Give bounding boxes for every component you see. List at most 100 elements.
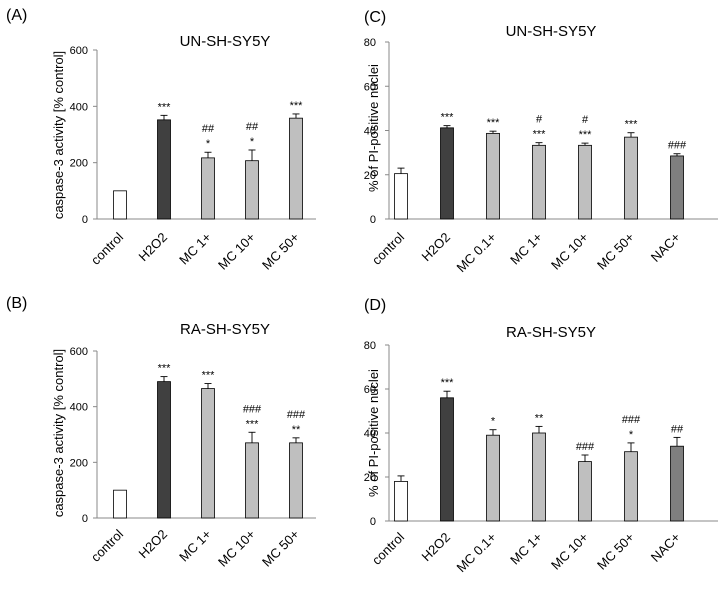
- bar-mc-0-1-: [486, 434, 500, 522]
- y-tick-label: 40: [364, 126, 376, 138]
- y-tick-label: 400: [70, 101, 88, 113]
- bar-mc-1-: [532, 144, 546, 220]
- category-label: MC 0.1+: [454, 530, 500, 576]
- category-label: MC 1+: [176, 527, 214, 565]
- bar-mc-10-: [245, 160, 259, 220]
- category-label: control: [369, 529, 407, 567]
- chart-title: RA-SH-SY5Y: [506, 324, 596, 341]
- category-label: MC 10+: [215, 230, 258, 273]
- category-label: control: [369, 229, 407, 267]
- category-label: MC 50+: [594, 530, 637, 573]
- bar-mc-0-1-: [486, 132, 500, 220]
- y-tick-label: 600: [70, 346, 88, 358]
- y-tick-label: 60: [364, 384, 376, 396]
- category-label: NAC+: [648, 530, 683, 565]
- bar-mc-50-: [624, 451, 638, 522]
- category-label: H2O2: [418, 530, 453, 565]
- y-tick-label: 0: [82, 214, 88, 226]
- y-tick-label: 40: [364, 428, 376, 440]
- category-label: MC 50+: [594, 230, 637, 273]
- bar-mc-1-: [532, 432, 546, 522]
- significance-mark: *: [206, 138, 211, 150]
- significance-mark: *: [491, 416, 496, 428]
- y-tick-label: 200: [70, 457, 88, 469]
- category-label: MC 10+: [215, 527, 258, 570]
- significance-mark: #: [582, 114, 589, 126]
- category-label: H2O2: [135, 527, 170, 562]
- significance-mark: ***: [625, 119, 639, 131]
- significance-mark: ***: [579, 129, 593, 141]
- bar-mc-1-: [201, 388, 215, 519]
- significance-mark: *: [250, 136, 255, 148]
- category-label: MC 10+: [548, 530, 591, 573]
- bar-control: [113, 190, 127, 220]
- significance-mark: ***: [441, 112, 455, 124]
- significance-mark: ***: [246, 418, 260, 430]
- significance-mark: ***: [441, 377, 455, 389]
- panel-label: (C): [364, 9, 386, 26]
- y-tick-label: 0: [370, 516, 376, 528]
- bar-nac-: [670, 445, 684, 522]
- y-tick-label: 400: [70, 402, 88, 414]
- y-tick-label: 0: [82, 513, 88, 525]
- category-label: MC 1+: [176, 230, 214, 268]
- y-tick-label: 80: [364, 340, 376, 352]
- chart-title: RA-SH-SY5Y: [180, 321, 270, 338]
- chart-panel-1: (A) UN-SH-SY5Y caspase-3 activity [% contr…: [6, 7, 316, 273]
- y-tick-label: 80: [364, 37, 376, 49]
- y-tick-label: 200: [70, 158, 88, 170]
- significance-mark: ***: [290, 100, 304, 112]
- bar-mc-10-: [578, 461, 592, 522]
- y-tick-label: 600: [70, 45, 88, 57]
- significance-mark: ***: [533, 129, 547, 141]
- significance-mark: ###: [668, 140, 687, 152]
- chart-title: UN-SH-SY5Y: [180, 33, 271, 50]
- significance-mark: ***: [158, 101, 172, 113]
- y-tick-label: 20: [364, 472, 376, 484]
- significance-mark: **: [535, 412, 544, 424]
- bar-mc-10-: [578, 144, 592, 220]
- bar-nac-: [670, 155, 684, 220]
- chart-panel-4: (D) RA-SH-SY5Y % of PI-positive nuclei 0 20 4…: [364, 297, 718, 575]
- significance-mark: **: [292, 424, 301, 436]
- significance-mark: ###: [622, 414, 641, 426]
- category-label: MC 10+: [548, 230, 591, 273]
- category-label: H2O2: [418, 230, 453, 265]
- significance-mark: ##: [246, 121, 259, 133]
- bar-h2o2: [157, 381, 171, 519]
- category-label: H2O2: [135, 230, 170, 265]
- category-label: control: [88, 229, 126, 267]
- category-label: MC 1+: [507, 230, 545, 268]
- chart-panel-3: (B) RA-SH-SY5Y caspase-3 activity [% contr…: [6, 295, 316, 570]
- bar-h2o2: [440, 127, 454, 220]
- bar-control: [394, 173, 408, 220]
- category-label: MC 1+: [507, 530, 545, 568]
- y-axis-label: caspase-3 activity [% control]: [51, 51, 66, 219]
- significance-mark: #: [536, 114, 543, 126]
- y-tick-label: 60: [364, 81, 376, 93]
- significance-mark: ***: [158, 363, 172, 375]
- bar-mc-50-: [624, 136, 638, 220]
- bar-h2o2: [157, 119, 171, 220]
- panel-label: (A): [6, 7, 27, 24]
- significance-mark: ###: [287, 409, 306, 421]
- category-label: MC 50+: [259, 527, 302, 570]
- bar-mc-10-: [245, 442, 259, 519]
- y-tick-label: 20: [364, 170, 376, 182]
- y-axis-label: % of PI-positive nuclei: [366, 64, 381, 192]
- bar-h2o2: [440, 397, 454, 522]
- category-label: NAC+: [648, 230, 683, 265]
- significance-mark: ###: [576, 441, 595, 453]
- bar-mc-1-: [201, 157, 215, 220]
- chart-panel-2: (C) UN-SH-SY5Y % of PI-positive nuclei 0 20 4…: [364, 9, 718, 275]
- significance-mark: ***: [202, 370, 216, 382]
- category-label: MC 50+: [259, 230, 302, 273]
- category-label: control: [88, 526, 126, 564]
- bar-control: [113, 489, 127, 519]
- chart-title: UN-SH-SY5Y: [506, 23, 597, 40]
- bar-mc-50-: [289, 117, 303, 220]
- category-label: MC 0.1+: [454, 230, 500, 276]
- significance-mark: ***: [487, 117, 501, 129]
- significance-mark: ##: [671, 423, 684, 435]
